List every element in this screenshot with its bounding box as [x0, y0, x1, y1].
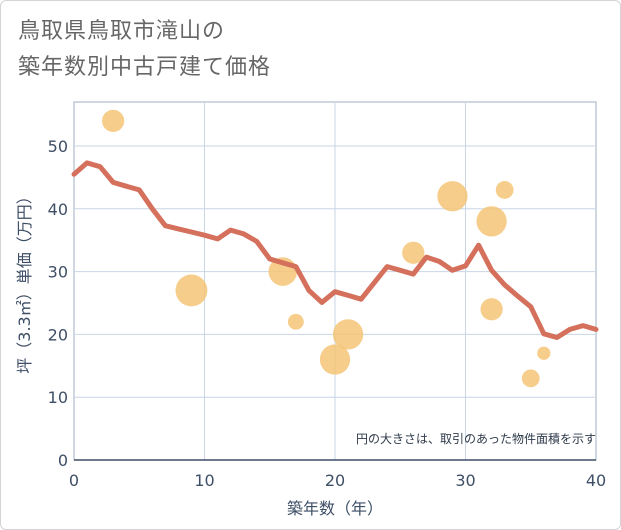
- data-bubble: [287, 313, 304, 330]
- x-tick-label: 30: [455, 471, 475, 490]
- y-tick-label: 40: [48, 200, 68, 219]
- y-tick-label: 50: [48, 137, 68, 156]
- data-bubble: [537, 346, 551, 360]
- data-bubble: [480, 298, 503, 321]
- data-bubble: [402, 241, 425, 264]
- data-bubble: [175, 274, 208, 307]
- data-bubble: [521, 369, 540, 388]
- data-bubble: [319, 344, 351, 375]
- line-series: [71, 160, 599, 340]
- x-axis-label: 築年数（年）: [287, 499, 383, 518]
- size-note: 円の大きさは、取引のあった物件面積を示す: [356, 431, 596, 446]
- x-tick-label: 20: [325, 471, 345, 490]
- x-tick-label: 40: [586, 471, 606, 490]
- y-tick-label: 10: [48, 388, 68, 407]
- chart-title: 鳥取県鳥取市滝山の 築年数別中古戸建て価格: [18, 14, 271, 86]
- y-tick-label: 30: [48, 263, 68, 282]
- data-bubble: [476, 206, 507, 237]
- chart-title-line-2: 築年数別中古戸建て価格: [18, 55, 272, 80]
- price-line: [71, 160, 599, 340]
- axes: 0 10 20 30 40 0 10 20 30 40 50: [48, 137, 607, 490]
- x-tick-label: 10: [194, 471, 214, 490]
- data-bubble: [332, 319, 364, 350]
- bubble-series: [102, 109, 551, 388]
- data-bubble: [495, 181, 514, 199]
- grid-lines: [74, 102, 596, 460]
- data-bubble: [437, 181, 468, 212]
- x-tick-label: 0: [69, 471, 79, 490]
- data-bubble: [102, 109, 125, 132]
- y-tick-label: 0: [58, 451, 68, 470]
- chart-title-line-1: 鳥取県鳥取市滝山の: [18, 19, 226, 44]
- y-tick-label: 20: [48, 325, 68, 344]
- y-axis-label: 坪（3.3㎡）単価（万円）: [15, 188, 34, 373]
